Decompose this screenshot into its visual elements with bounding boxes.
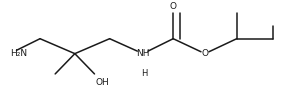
- Text: O: O: [202, 49, 209, 58]
- Text: OH: OH: [95, 78, 109, 87]
- Text: NH: NH: [136, 49, 150, 58]
- Text: O: O: [170, 2, 177, 11]
- Text: H: H: [141, 69, 148, 78]
- Text: H₂N: H₂N: [10, 49, 27, 58]
